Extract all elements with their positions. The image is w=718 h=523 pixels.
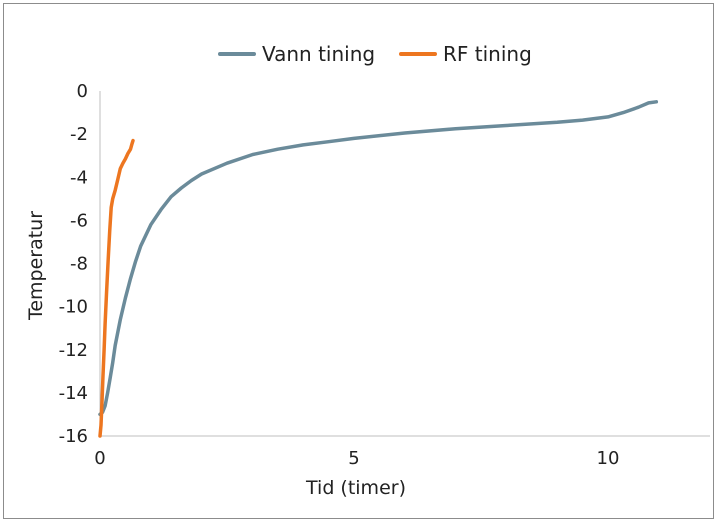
line-chart: Temperatur Tid (timer) 0 5 10 0 -2 -4 -6 -8 -10 -… bbox=[25, 42, 710, 499]
legend: Vann tining RF tining bbox=[218, 42, 532, 66]
x-tick-label: 0 bbox=[94, 448, 105, 469]
y-tick-label: 0 bbox=[77, 81, 88, 102]
y-axis-title: Temperatur bbox=[25, 211, 47, 321]
y-tick-label: -6 bbox=[70, 210, 88, 231]
y-tick-label: -14 bbox=[59, 383, 88, 404]
tick-labels: 0 5 10 0 -2 -4 -6 -8 -10 -12 -14 -16 bbox=[59, 81, 620, 469]
y-tick-label: -12 bbox=[59, 340, 88, 361]
y-tick-label: -10 bbox=[59, 297, 88, 318]
y-tick-label: -2 bbox=[70, 124, 88, 145]
x-tick-label: 10 bbox=[597, 448, 620, 469]
series-line-1 bbox=[98, 100, 659, 417]
x-tick-label: 5 bbox=[348, 448, 359, 469]
legend-label-2: RF tining bbox=[443, 42, 532, 66]
series-lines bbox=[98, 100, 659, 438]
series-line-2 bbox=[98, 138, 135, 438]
y-tick-label: -4 bbox=[70, 167, 88, 188]
chart-frame: Temperatur Tid (timer) 0 5 10 0 -2 -4 -6 -8 -10 -… bbox=[3, 3, 714, 519]
y-tick-label: -16 bbox=[59, 426, 88, 447]
x-axis-title: Tid (timer) bbox=[305, 477, 406, 499]
legend-label-1: Vann tining bbox=[262, 42, 375, 66]
axes bbox=[99, 91, 710, 437]
y-tick-label: -8 bbox=[70, 254, 88, 275]
